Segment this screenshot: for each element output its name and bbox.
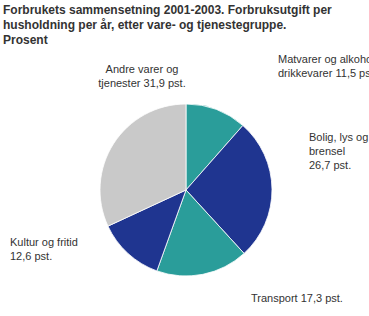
- slice-label: Kultur og fritid 12,6 pst.: [10, 236, 78, 262]
- slice-label-part: brensel: [309, 145, 345, 157]
- title: Forbrukets sammensetning 2001-2003. Forb…: [3, 3, 332, 32]
- slice-label-part: 31,9 pst.: [140, 77, 185, 89]
- slice: [100, 104, 186, 226]
- slices: [100, 104, 272, 276]
- slice-label: Transport 17,3 pst.: [251, 292, 343, 304]
- title-part: husholdning per år, etter vare- og tjene…: [3, 18, 286, 32]
- slice-label-part: Transport: [251, 292, 298, 304]
- slice-label-part: 26,7 pst.: [309, 159, 351, 171]
- subtitle: Prosent: [3, 33, 48, 47]
- slice-label-part: 12,6 pst.: [10, 250, 52, 262]
- slice-label: Bolig, lys og brensel 26,7 pst.: [309, 131, 368, 171]
- slice-label-part: 17,3 pst.: [298, 292, 343, 304]
- slice-label: Andre varer og tjenester 31,9 pst.: [98, 63, 185, 89]
- slice-label-part: Andre varer og: [106, 63, 179, 75]
- chart: Forbrukets sammensetning 2001-2003. Forb…: [0, 0, 369, 316]
- slice-label-part: Bolig, lys og: [309, 131, 368, 143]
- slice-label: Matvarer og alkoholfrie drikkevarer 11,5 …: [278, 53, 369, 79]
- slice-label-part: Matvarer og alkoholfrie: [278, 53, 369, 65]
- slice-label-part: drikkevarer: [278, 67, 333, 79]
- title-part: Forbrukets sammensetning 2001-2003. Forb…: [3, 3, 332, 17]
- slice-label-part: tjenester: [98, 77, 141, 89]
- slice-label-part: 11,5 pst.: [332, 67, 369, 79]
- slice-label-part: Kultur og fritid: [10, 236, 78, 248]
